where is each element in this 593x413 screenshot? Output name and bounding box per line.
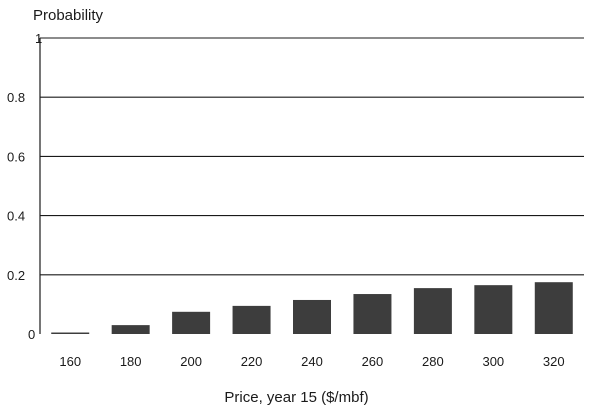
y-tick-label: 1 <box>35 31 42 46</box>
x-tick-label: 260 <box>362 354 384 369</box>
bar-220 <box>232 305 271 334</box>
x-tick-label: 320 <box>543 354 565 369</box>
bar-180 <box>111 325 150 334</box>
y-tick-labels: 0 0.2 0.4 0.6 0.8 1 <box>7 31 42 342</box>
y-tick-label: 0.8 <box>7 90 25 105</box>
x-tick-labels: 160 180 200 220 240 260 280 300 320 <box>59 354 564 369</box>
gridlines <box>39 37 584 334</box>
x-tick-label: 300 <box>482 354 504 369</box>
x-tick-label: 180 <box>120 354 142 369</box>
x-tick-label: 240 <box>301 354 323 369</box>
bar-240 <box>293 299 331 334</box>
bar-200 <box>172 311 211 334</box>
bar-160 <box>51 332 90 334</box>
y-tick-label: 0.6 <box>7 149 25 164</box>
x-axis-title: Price, year 15 ($/mbf) <box>224 389 369 406</box>
bar-280 <box>413 288 452 334</box>
y-tick-label: 0.2 <box>7 268 25 283</box>
x-tick-label: 220 <box>241 354 263 369</box>
bar-300 <box>474 285 513 334</box>
x-tick-label: 160 <box>59 354 81 369</box>
y-tick-label: 0 <box>28 327 35 342</box>
bar-series <box>51 282 573 334</box>
y-axis-title: Probability <box>33 7 104 24</box>
x-tick-label: 200 <box>180 354 202 369</box>
bar-320 <box>534 282 573 334</box>
y-tick-label: 0.4 <box>7 209 25 224</box>
bar-260 <box>353 294 392 334</box>
x-tick-label: 280 <box>422 354 444 369</box>
